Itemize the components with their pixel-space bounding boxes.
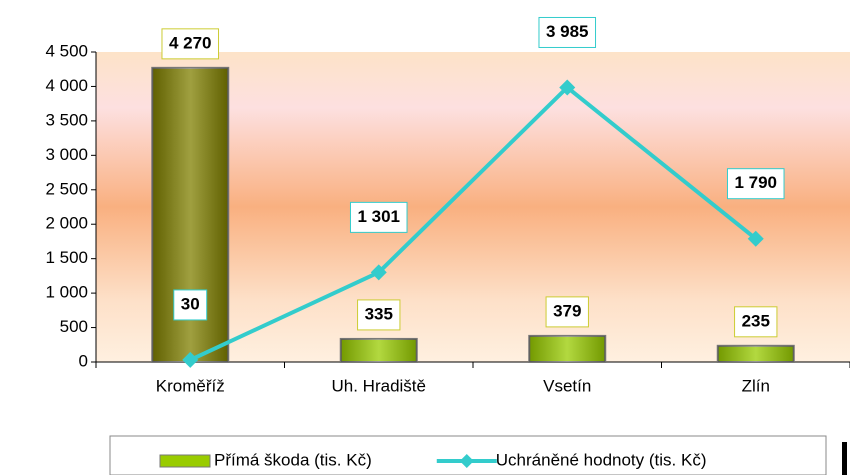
y-tick-label: 1 000 (45, 283, 88, 302)
y-tick-label: 1 500 (45, 248, 88, 267)
x-tick-label: Zlín (742, 376, 770, 395)
line-marker (559, 79, 576, 96)
y-tick-label: 4 000 (45, 76, 88, 95)
y-tick-label: 2 000 (45, 214, 88, 233)
x-tick-label: Kroměříž (156, 376, 225, 395)
y-tick-label: 0 (79, 351, 88, 370)
data-label-box (538, 16, 597, 48)
legend-swatch (159, 454, 211, 468)
data-label: 235 (742, 311, 770, 330)
data-label: 30 (181, 294, 200, 313)
line-marker (370, 264, 387, 281)
y-tick-label: 3 000 (45, 145, 88, 164)
data-label: 1 790 (734, 173, 777, 192)
y-tick-label: 4 500 (45, 41, 88, 60)
legend-edge (842, 442, 847, 475)
y-tick-label: 3 500 (45, 110, 88, 129)
data-label-box (349, 201, 408, 233)
data-label: 1 301 (357, 207, 400, 226)
legend-label: Přímá škoda (tis. Kč) (214, 450, 372, 469)
data-label: 379 (553, 301, 581, 320)
legend-marker (459, 454, 474, 468)
legend-label: Uchráněné hodnoty (tis. Kč) (496, 450, 707, 469)
bar-shade (529, 335, 606, 362)
x-tick-label: Vsetín (543, 376, 591, 395)
data-label-box (726, 168, 785, 200)
data-label-box (734, 306, 778, 338)
bar-shade (340, 338, 417, 362)
data-label: 4 270 (169, 33, 212, 52)
bar-shade (717, 345, 794, 362)
data-label-box (173, 289, 208, 321)
x-tick-label: Uh. Hradiště (332, 376, 426, 395)
y-tick-label: 2 500 (45, 179, 88, 198)
data-label-box (357, 299, 401, 331)
y-tick-label: 500 (60, 317, 88, 336)
line-marker (182, 351, 199, 368)
data-label-box (161, 28, 220, 60)
data-label: 335 (365, 304, 393, 323)
data-label: 3 985 (546, 22, 589, 41)
line-marker (747, 230, 764, 247)
data-label-box (545, 296, 589, 328)
line (189, 84, 758, 362)
